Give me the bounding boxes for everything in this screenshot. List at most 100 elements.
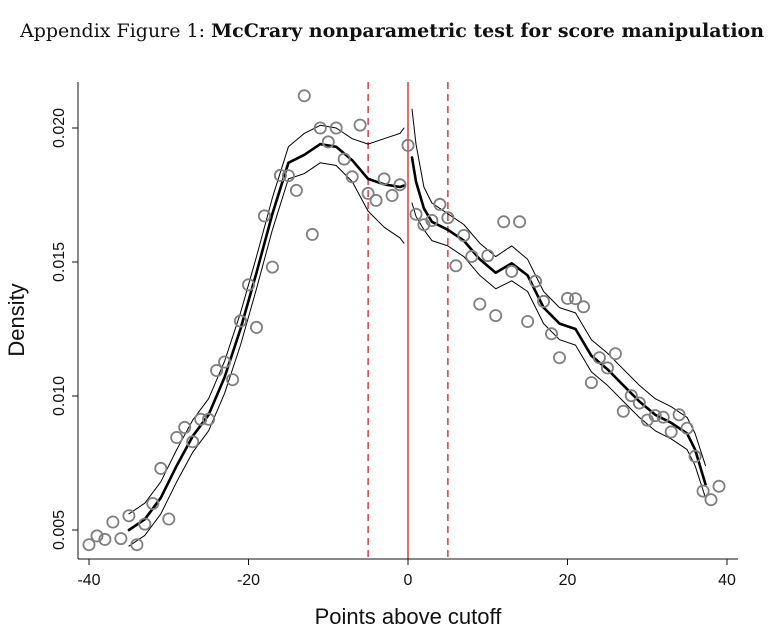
x-tick-label: 20 (559, 572, 577, 589)
bin-point (226, 373, 240, 387)
bin-point (289, 183, 303, 197)
bin-point (704, 493, 718, 507)
bin-point (672, 408, 686, 422)
figure-caption: Appendix Figure 1: McCrary nonparametric… (20, 20, 764, 42)
bin-point (616, 404, 630, 418)
ci-upper-right (411, 108, 706, 467)
x-axis-title: Points above cutoff (315, 604, 503, 629)
bin-point (202, 412, 216, 426)
x-tick-label: 40 (718, 572, 736, 589)
x-tick-label: 0 (404, 572, 413, 589)
x-tick-label: -20 (237, 572, 260, 589)
bin-point (577, 300, 591, 314)
bin-point (688, 449, 702, 463)
bin-point (409, 207, 423, 221)
y-tick-label: 0.010 (51, 376, 68, 416)
bin-point (337, 152, 351, 166)
bin-point (353, 118, 367, 132)
bin-point (313, 121, 327, 135)
ci-upper-left (128, 124, 405, 515)
bin-point (385, 188, 399, 202)
bin-point (497, 215, 511, 229)
bin-point (281, 169, 295, 183)
plot-area (82, 82, 726, 559)
bin-point (584, 376, 598, 390)
bin-point (170, 430, 184, 444)
bin-point (489, 309, 503, 323)
bin-point (369, 193, 383, 207)
ci-lower-left (128, 162, 405, 547)
bin-point (425, 213, 439, 227)
bin-point (656, 410, 670, 424)
bin-point (257, 209, 271, 223)
bin-point (561, 291, 575, 305)
bin-point (664, 425, 678, 439)
bin-point (505, 264, 519, 278)
bin-point (600, 361, 614, 375)
bin-point (393, 178, 407, 192)
bin-point (321, 135, 335, 149)
bin-point (178, 420, 192, 434)
bin-point (98, 532, 112, 546)
bin-point (241, 278, 255, 292)
bin-point (106, 515, 120, 529)
bin-point (712, 479, 726, 493)
bin-point (433, 197, 447, 211)
bin-point (473, 297, 487, 311)
bin-point (457, 228, 471, 242)
bin-point (146, 496, 160, 510)
bin-point (233, 314, 247, 328)
bin-point (210, 363, 224, 377)
bin-point (130, 538, 144, 552)
y-axis-title: Density (4, 283, 29, 356)
bin-point (521, 314, 535, 328)
caption-title: McCrary nonparametric test for score man… (211, 20, 765, 42)
y-tick-label: 0.020 (51, 108, 68, 148)
bin-point (162, 512, 176, 526)
bin-point (569, 292, 583, 306)
bin-point (513, 215, 527, 229)
bin-point (481, 249, 495, 263)
bin-point (273, 168, 287, 182)
bin-point (401, 138, 415, 152)
density-fit-right (410, 156, 707, 486)
bin-point (194, 412, 208, 426)
bin-point (465, 249, 479, 263)
bin-point (122, 509, 136, 523)
bin-point (345, 170, 359, 184)
bin-point (680, 421, 694, 435)
bin-point (377, 172, 391, 186)
bin-point (249, 320, 263, 334)
bin-point (632, 396, 646, 410)
bin-point (553, 351, 567, 365)
bin-point (696, 484, 710, 498)
bin-point (186, 435, 200, 449)
bin-point (624, 389, 638, 403)
bin-point (154, 461, 168, 475)
bin-point (329, 121, 343, 135)
bin-point (592, 351, 606, 365)
ci-lower-right (411, 202, 706, 499)
bin-point (82, 538, 96, 552)
y-tick-label: 0.005 (51, 510, 68, 550)
bin-point (265, 260, 279, 274)
y-tick-label: 0.015 (51, 242, 68, 282)
bin-point (297, 89, 311, 103)
bin-point (648, 409, 662, 423)
bin-point (361, 186, 375, 200)
x-tick-label: -40 (77, 572, 100, 589)
bin-point (90, 529, 104, 543)
bin-point (449, 259, 463, 273)
bin-point (441, 211, 455, 225)
bin-point (537, 294, 551, 308)
bin-point (138, 517, 152, 531)
bin-point (305, 227, 319, 241)
bin-point (114, 532, 128, 546)
bin-point (545, 327, 559, 341)
caption-prefix: Appendix Figure 1: (20, 20, 206, 42)
axes: Points above cutoff Density -40 -20 0 20 40 0… (4, 82, 738, 629)
bin-point (218, 355, 232, 369)
bin-point (608, 347, 622, 361)
bin-point (529, 274, 543, 288)
